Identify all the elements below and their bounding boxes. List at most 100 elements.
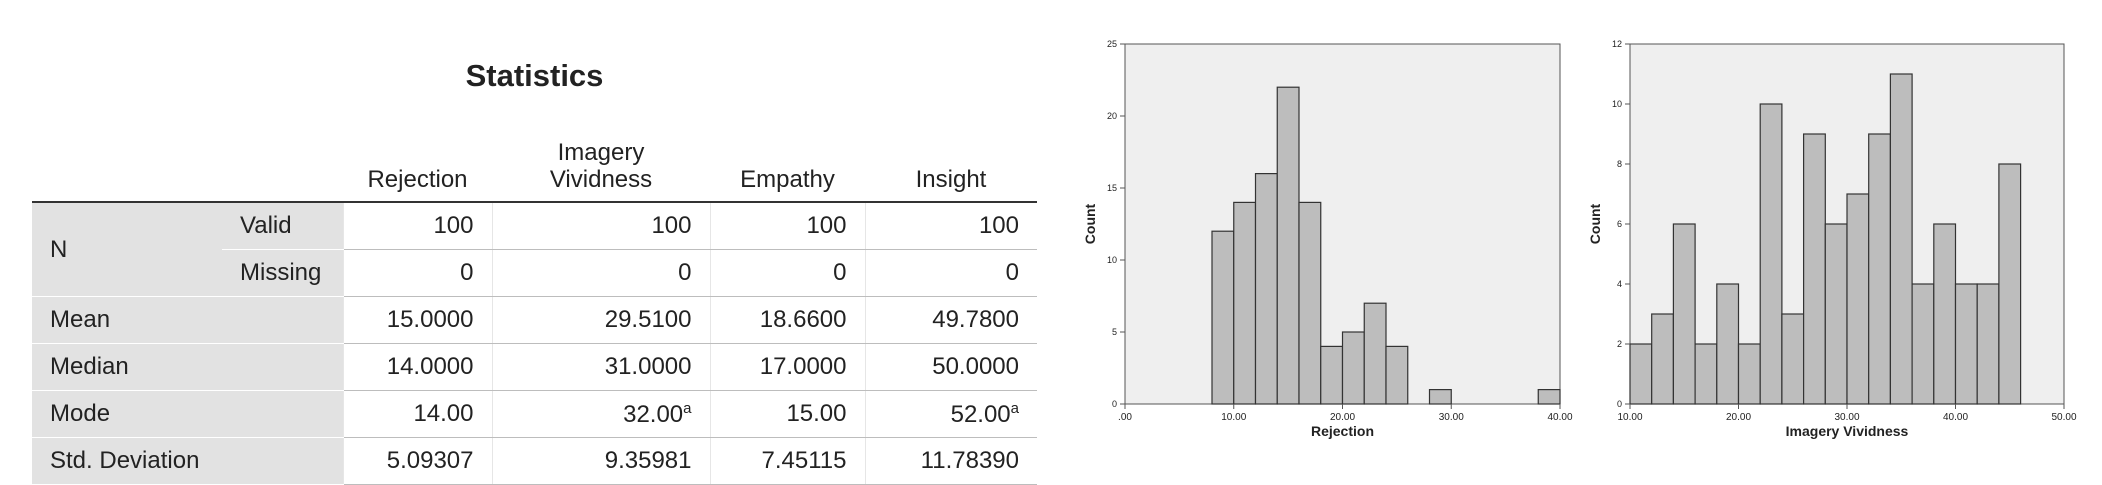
bar <box>1954 283 1978 405</box>
x-axis-label: Imagery Vividness <box>1786 423 1909 439</box>
y-tick-label: 2 <box>1617 339 1622 349</box>
table-row: Median 14.0000 31.0000 17.0000 50.0000 <box>32 343 1037 391</box>
cell: 0 <box>342 249 492 297</box>
cell: 15.0000 <box>342 296 492 344</box>
cell: 14.0000 <box>342 343 492 391</box>
y-tick-label: 8 <box>1617 159 1622 169</box>
cell: 0 <box>491 249 710 297</box>
footnote-mark: a <box>1010 399 1019 417</box>
bar <box>1868 133 1891 405</box>
bar <box>1998 163 2022 405</box>
row-sublabel: Missing <box>222 249 343 297</box>
x-tick-label: 20.00 <box>1726 412 1751 423</box>
bar <box>1537 389 1561 405</box>
row-label: Mean <box>32 296 343 344</box>
cell: 100 <box>709 202 865 250</box>
column-header: Rejection <box>343 116 492 203</box>
bar <box>1341 331 1365 405</box>
table-row: Missing 0 0 0 0 <box>32 249 1037 297</box>
cell: 49.7800 <box>864 296 1037 344</box>
bar <box>1672 223 1696 405</box>
bar <box>1428 389 1452 405</box>
cell: 100 <box>491 202 710 250</box>
table-row: Mode 14.00 32.00a 15.00 52.00a <box>32 390 1037 438</box>
cell: 17.0000 <box>709 343 865 391</box>
bar <box>1846 193 1870 405</box>
cell: 32.00a <box>491 390 710 438</box>
bar <box>1737 343 1761 405</box>
cell: 0 <box>864 249 1037 297</box>
y-axis-label: Count <box>1587 203 1603 244</box>
bar <box>1363 302 1387 405</box>
bar <box>1759 103 1783 405</box>
bar <box>1889 73 1913 405</box>
y-tick-label: 0 <box>1617 399 1622 409</box>
x-axis-label: Rejection <box>1311 423 1374 439</box>
row-label: Mode <box>32 390 343 438</box>
column-header: Empathy <box>710 116 865 203</box>
bar <box>1824 223 1848 405</box>
y-tick-label: 0 <box>1112 399 1117 409</box>
x-tick-label: 30.00 <box>1834 412 1859 423</box>
y-tick-label: 12 <box>1612 39 1622 49</box>
x-tick-label: 10.00 <box>1221 412 1246 423</box>
cell: 52.00a <box>864 390 1037 438</box>
x-tick-label: 20.00 <box>1330 412 1355 423</box>
y-tick-label: 4 <box>1617 279 1622 289</box>
table-row: Mean 15.0000 29.5100 18.6600 49.7800 <box>32 296 1037 344</box>
bar <box>1629 343 1653 405</box>
bar <box>1320 345 1344 405</box>
column-header: Imagery Vividness <box>492 116 710 203</box>
bar <box>1911 283 1935 405</box>
x-tick-label: 50.00 <box>2051 412 2076 423</box>
bar <box>1298 201 1322 405</box>
y-tick-label: 5 <box>1112 327 1117 337</box>
header-corner <box>32 116 343 203</box>
page: Statistics Rejection Imagery Vividness Emp… <box>32 39 2077 485</box>
table-title: Statistics <box>465 58 604 93</box>
bar <box>1233 201 1257 405</box>
bar <box>1802 133 1826 405</box>
cell-value: 52.00 <box>950 400 1011 428</box>
y-tick-label: 15 <box>1107 183 1117 193</box>
bar <box>1385 345 1409 405</box>
bar <box>1276 86 1300 405</box>
cell: 50.0000 <box>864 343 1037 391</box>
x-tick-label: 30.00 <box>1439 412 1464 423</box>
y-tick-label: 10 <box>1612 99 1622 109</box>
y-tick-label: 25 <box>1107 39 1117 49</box>
bar <box>1254 173 1278 405</box>
footnote-mark: a <box>683 399 692 417</box>
bar <box>1781 313 1805 405</box>
cell: 29.5100 <box>491 296 710 344</box>
x-tick-label: .00 <box>1118 412 1132 423</box>
cell-value: 32.00 <box>623 400 684 428</box>
bar <box>1716 283 1740 405</box>
x-tick-label: 40.00 <box>1943 412 1968 423</box>
cell: 15.00 <box>709 390 865 438</box>
table-row: N Valid 100 100 100 100 <box>32 202 1037 297</box>
row-label: Median <box>32 343 343 391</box>
cell: 14.00 <box>342 390 492 438</box>
y-tick-label: 10 <box>1107 255 1117 265</box>
header-row: Rejection Imagery Vividness Empathy Insight <box>32 116 1037 203</box>
bar <box>1933 223 1957 405</box>
cell: 100 <box>864 202 1037 250</box>
row-label: N <box>32 202 222 297</box>
bar <box>1976 283 2000 405</box>
row-sublabel: Valid <box>222 202 343 250</box>
cell: 31.0000 <box>491 343 710 391</box>
y-tick-label: 20 <box>1107 111 1117 121</box>
x-tick-label: 40.00 <box>1547 412 1572 423</box>
cell: 0 <box>709 249 865 297</box>
bar <box>1651 313 1674 405</box>
x-tick-label: 10.00 <box>1617 412 1642 423</box>
y-tick-label: 6 <box>1617 219 1622 229</box>
bar <box>1694 343 1718 405</box>
cell: 18.6600 <box>709 296 865 344</box>
cell: 100 <box>342 202 492 250</box>
column-header: Insight <box>865 116 1037 203</box>
bar <box>1211 230 1235 405</box>
y-axis-label: Count <box>1082 203 1098 244</box>
